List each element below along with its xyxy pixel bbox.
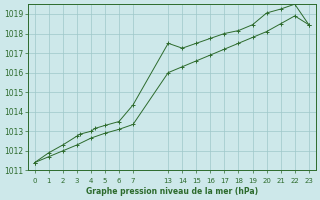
X-axis label: Graphe pression niveau de la mer (hPa): Graphe pression niveau de la mer (hPa) [86,187,258,196]
